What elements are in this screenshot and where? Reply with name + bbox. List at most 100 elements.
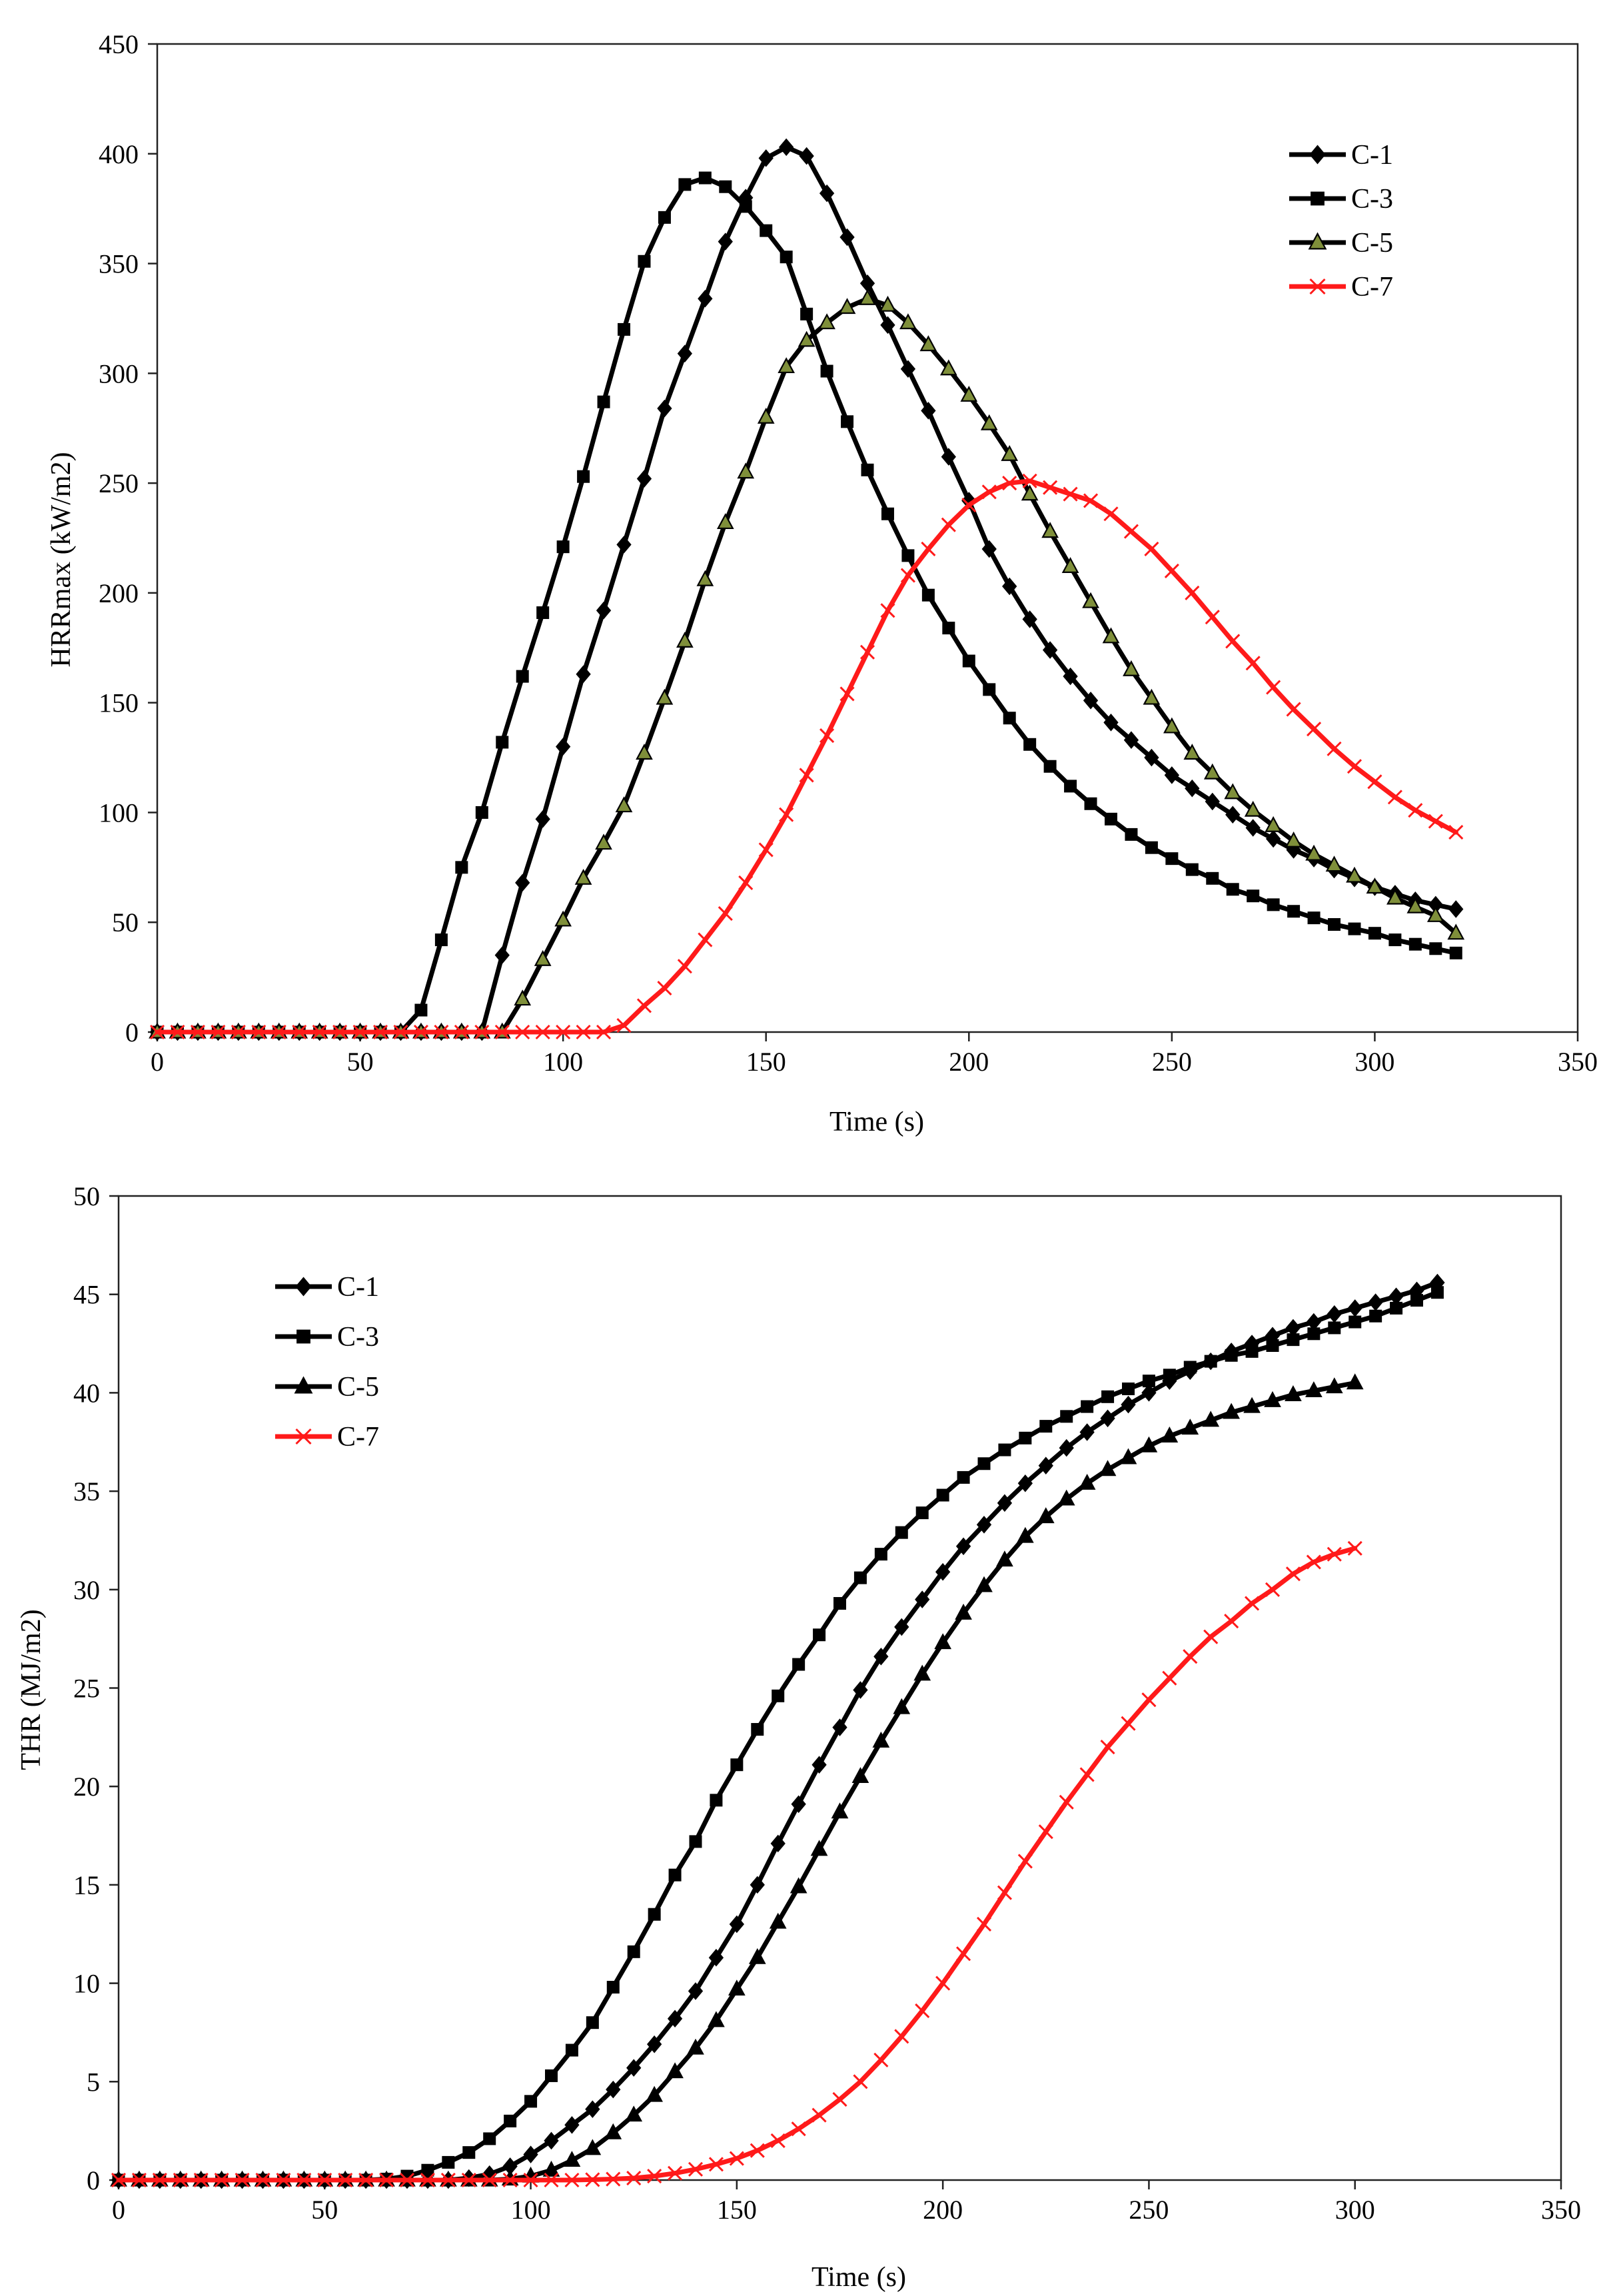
hrr-legend-label-c-3: C-3	[1351, 184, 1393, 215]
thr-point-c-7	[873, 2052, 889, 2067]
hrr-point-c-7	[1083, 493, 1099, 508]
thr-point-c-3	[772, 1689, 785, 1702]
thr-point-c-3	[524, 2095, 538, 2108]
thr-y-tick-label: 5	[87, 2067, 100, 2097]
thr-legend-marker-c-1	[295, 1277, 312, 1297]
hrr-point-c-7	[1063, 486, 1078, 502]
hrr-point-c-5	[1386, 888, 1404, 905]
hrr-x-tick-label: 250	[1152, 1047, 1192, 1077]
hrr-point-c-3	[496, 736, 509, 749]
thr-point-c-1	[894, 1618, 909, 1636]
thr-point-c-3	[1287, 1333, 1300, 1347]
thr-point-c-7	[1327, 1546, 1342, 1562]
hrr-point-c-7	[839, 686, 855, 702]
thr-point-c-7	[502, 2172, 518, 2188]
thr-point-c-7	[750, 2143, 765, 2158]
hrr-point-c-7	[170, 1024, 185, 1040]
thr-point-c-7	[173, 2172, 188, 2188]
hrr-y-axis-title: HRRmax (kW/m2)	[46, 452, 77, 667]
hrr-point-c-7	[1185, 585, 1200, 600]
thr-y-tick-label: 15	[73, 1870, 100, 1900]
hrr-point-c-5	[514, 989, 532, 1006]
hrr-y-tick-label: 300	[99, 358, 139, 388]
thr-point-c-7	[523, 2172, 538, 2188]
hrr-point-c-1	[535, 810, 550, 828]
hrr-point-c-3	[1043, 760, 1057, 773]
hrr-point-c-5	[534, 949, 552, 966]
hrr-point-c-7	[859, 644, 875, 660]
thr-point-c-5	[584, 2139, 602, 2155]
hrr-point-c-7	[1144, 541, 1159, 557]
hrr-point-c-3	[455, 861, 468, 874]
hrr-point-c-1	[677, 344, 693, 362]
thr-point-c-7	[894, 2029, 909, 2044]
hrr-point-c-7	[1266, 680, 1281, 695]
hrr-plot-area	[156, 43, 1579, 1033]
hrr-point-c-5	[1244, 800, 1262, 817]
thr-point-c-5	[996, 1550, 1013, 1567]
thr-point-c-7	[626, 2170, 642, 2186]
hrr-point-c-5	[1426, 906, 1444, 922]
hrr-point-c-5	[899, 313, 917, 330]
thr-point-c-3	[853, 1571, 867, 1584]
thr-point-c-7	[1285, 1566, 1301, 1582]
thr-point-c-3	[751, 1723, 764, 1736]
thr-point-c-1	[544, 2131, 559, 2150]
hrr-point-c-5	[595, 834, 612, 850]
hrr-point-c-1	[1205, 792, 1220, 811]
thr-point-c-1	[646, 2035, 662, 2053]
hrr-point-c-5	[716, 513, 734, 530]
thr-point-c-3	[957, 1470, 970, 1484]
thr-y-tick-label: 10	[73, 1969, 100, 1999]
thr-point-c-7	[296, 2172, 312, 2188]
thr-point-c-1	[585, 2100, 600, 2118]
hrr-point-c-5	[960, 385, 978, 402]
thr-point-c-7	[1347, 1540, 1362, 1556]
hrr-point-c-7	[556, 1024, 571, 1040]
thr-y-tick-label: 0	[87, 2165, 100, 2195]
hrr-point-c-5	[615, 796, 633, 813]
hrr-point-c-5	[1041, 522, 1059, 538]
thr-x-tick-label: 100	[511, 2195, 551, 2225]
thr-point-c-7	[1038, 1824, 1053, 1840]
thr-y-tick-label: 35	[73, 1476, 100, 1506]
thr-point-c-5	[934, 1633, 951, 1650]
hrr-point-c-3	[1165, 852, 1179, 865]
thr-point-c-7	[997, 1885, 1012, 1900]
hrr-legend-marker-c-7	[1309, 278, 1326, 295]
hrr-point-c-5	[980, 414, 998, 430]
hrr-point-c-1	[758, 149, 774, 167]
thr-point-c-3	[1266, 1339, 1279, 1353]
hrr-point-c-5	[1406, 897, 1424, 913]
hrr-point-c-3	[780, 251, 793, 264]
hrr-point-c-3	[1328, 918, 1341, 931]
thr-point-c-5	[748, 1948, 766, 1964]
hrr-point-c-7	[738, 875, 754, 890]
thr-point-c-1	[626, 2059, 642, 2077]
thr-point-c-1	[708, 1948, 724, 1967]
hrr-point-c-7	[981, 484, 997, 500]
thr-point-c-7	[564, 2172, 580, 2188]
thr-point-c-3	[1060, 1410, 1073, 1423]
hrr-point-c-5	[919, 335, 937, 352]
thr-point-c-3	[565, 2043, 578, 2057]
thr-point-c-5	[646, 2085, 663, 2102]
thr-point-c-3	[813, 1628, 826, 1642]
hrr-point-c-7	[515, 1024, 530, 1040]
hrr-point-c-7	[474, 1024, 490, 1040]
thr-x-tick-label: 50	[311, 2195, 338, 2225]
thr-legend-entry-c-7: C-7	[275, 1422, 379, 1452]
hrr-point-c-3	[516, 670, 529, 683]
thr-point-c-7	[317, 2172, 332, 2188]
thr-point-c-3	[936, 1488, 949, 1502]
thr-point-c-3	[689, 1835, 702, 1848]
hrr-point-c-1	[819, 184, 835, 203]
hrr-point-c-7	[1306, 722, 1322, 737]
thr-point-c-3	[895, 1526, 908, 1539]
thr-point-c-7	[235, 2172, 250, 2188]
thr-point-c-7	[276, 2172, 291, 2188]
thr-point-c-5	[1119, 1448, 1137, 1464]
hrr-point-c-1	[981, 540, 997, 558]
hrr-point-c-5	[838, 298, 856, 314]
